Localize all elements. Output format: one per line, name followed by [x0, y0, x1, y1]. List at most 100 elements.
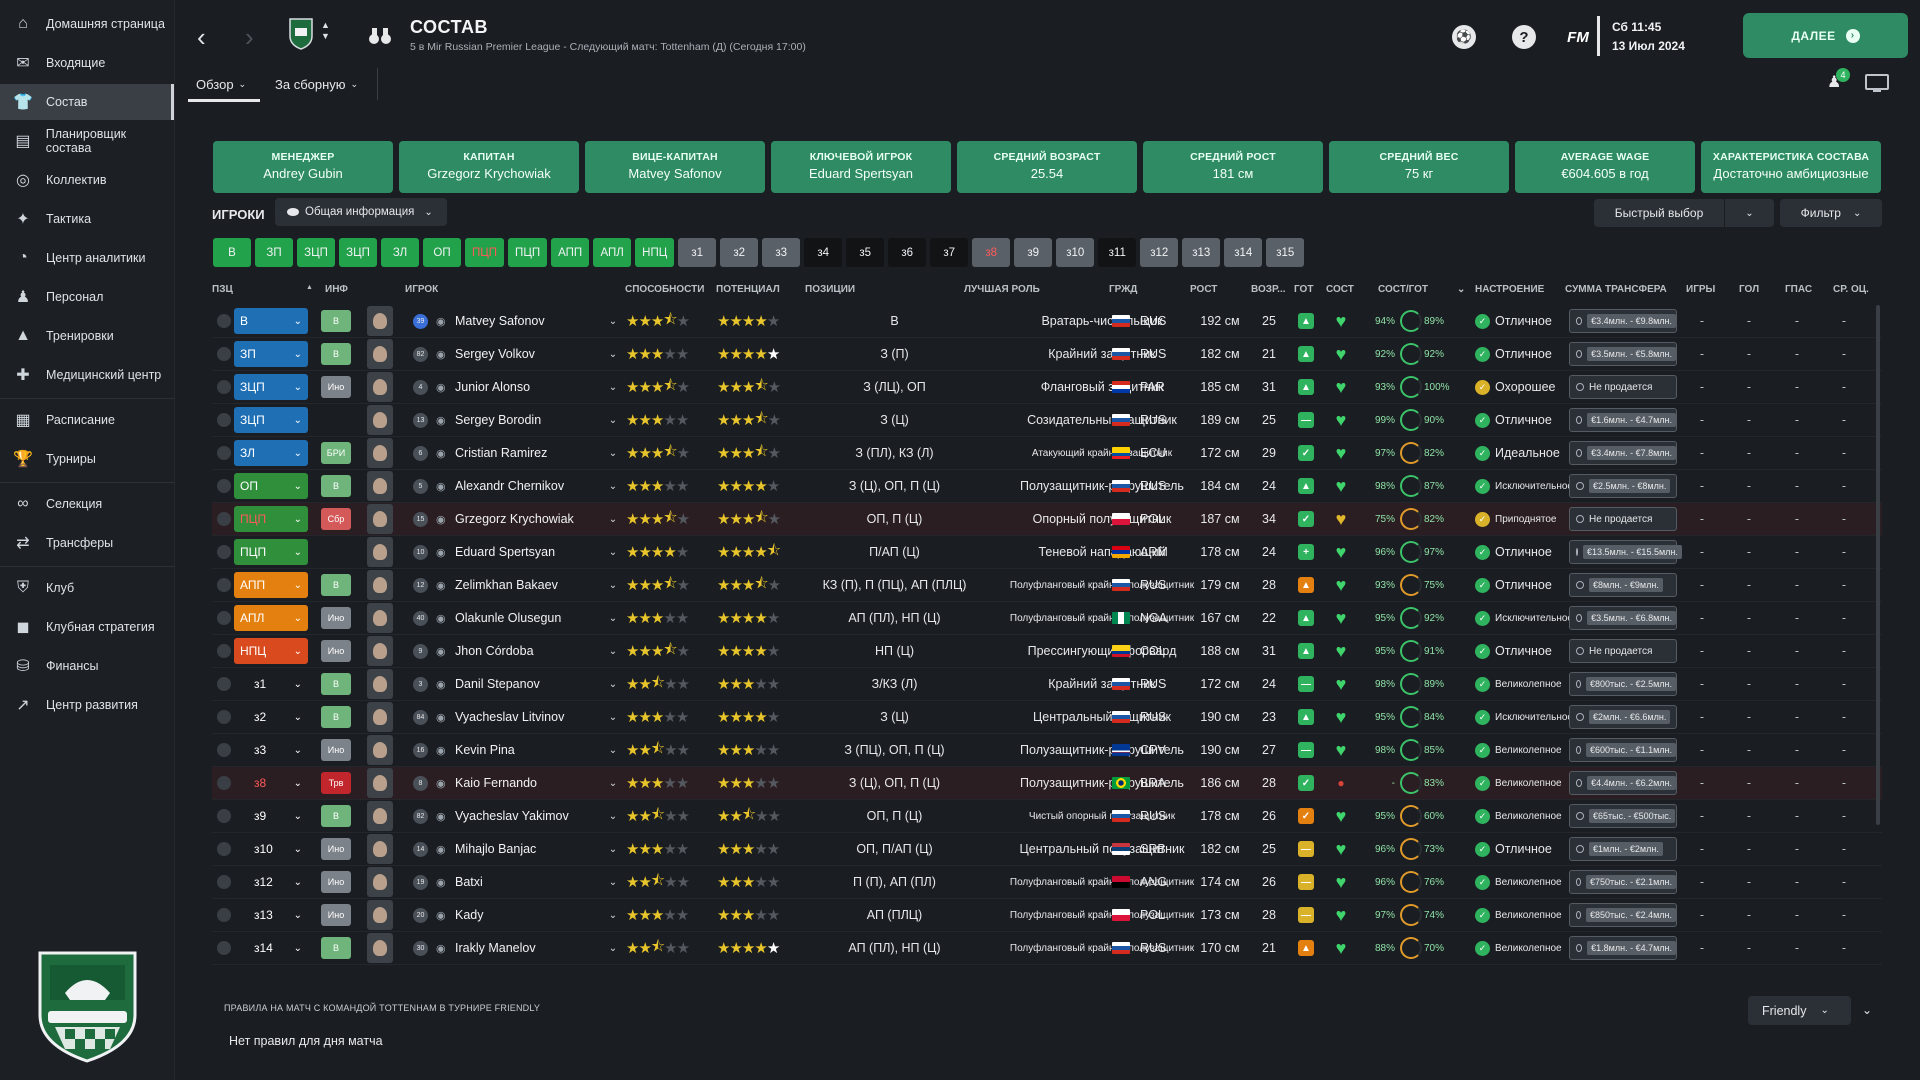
table-row[interactable]: з8 ⌄ Трв 8 ◉ Kaio Fernando ⌄ ★ ★ ★ ★ ★ ★ ★ ★ ★ ★ З (Ц), О…	[212, 767, 1882, 800]
sidebar-item[interactable]: ↗ Центр развития	[0, 687, 174, 723]
player-name[interactable]: Junior Alonso	[455, 380, 531, 394]
table-row[interactable]: з10 ⌄ Ино 14 ◉ Mihajlo Banjac ⌄ ★ ★ ★ ★ ★ ★ ★ ★ ★ ★ ОП, П…	[212, 833, 1882, 866]
summary-card[interactable]: AVERAGE WAGE €604.605 в год	[1515, 141, 1695, 193]
sidebar-item[interactable]: ⛁ Финансы	[0, 648, 174, 684]
fm-logo[interactable]: FM	[1567, 28, 1589, 46]
position-select[interactable]: ЗЦП ⌄	[234, 407, 308, 433]
chevron-down-icon[interactable]: ⌄	[608, 876, 618, 888]
table-row[interactable]: НПЦ ⌄ Ино 9 ◉ Jhon Córdoba ⌄ ★ ★ ★ ⯪ ★ ★ ★ ★ ★ ★ НП (Ц) Пр…	[212, 635, 1882, 668]
player-name[interactable]: Kevin Pina	[455, 743, 515, 757]
player-name[interactable]: Grzegorz Krychowiak	[455, 512, 574, 526]
continue-button[interactable]: ДАЛЕЕ ›	[1743, 13, 1908, 58]
sidebar-item[interactable]: ◼ Клубная стратегия	[0, 609, 174, 645]
position-chip[interactable]: з11	[1098, 238, 1137, 267]
chevron-down-icon[interactable]: ⌄	[608, 546, 618, 558]
chevron-down-icon[interactable]: ⌄	[608, 678, 618, 690]
column-header[interactable]: ГОЛ	[1739, 284, 1760, 295]
position-select[interactable]: з10 ⌄	[234, 836, 308, 862]
summary-card[interactable]: КЛЮЧЕВОЙ ИГРОК Eduard Spertsyan	[771, 141, 951, 193]
sidebar-item[interactable]: ✚ Медицинский центр	[0, 357, 174, 393]
transfer-value[interactable]: €3.5млн. - €5.8млн.	[1569, 342, 1677, 366]
chevron-down-icon[interactable]: ⌄	[608, 612, 618, 624]
player-name[interactable]: Jhon Córdoba	[455, 644, 534, 658]
select-checkbox[interactable]	[215, 305, 233, 337]
sidebar-item[interactable]: ⇄ Трансферы	[0, 525, 174, 561]
select-checkbox[interactable]	[215, 668, 233, 700]
table-row[interactable]: ПЦП ⌄ 10 ◉ Eduard Spertsyan ⌄ ★ ★ ★ ★ ★ ★ ★ ★ ★ ⯪ П/АП (…	[212, 536, 1882, 569]
column-header[interactable]: ИНФ	[325, 284, 348, 295]
chevron-down-icon[interactable]: ⌄	[608, 909, 618, 921]
table-row[interactable]: з14 ⌄ В 30 ◉ Irakly Manelov ⌄ ★ ★ ⯪ ★ ★ ★ ★ ★ ★ ★ АП (ПЛ)…	[212, 932, 1882, 965]
select-checkbox[interactable]	[215, 371, 233, 403]
summary-card[interactable]: СРЕДНИЙ ВОЗРАСТ 25.54	[957, 141, 1137, 193]
table-row[interactable]: В ⌄ В 39 ◉ Matvey Safonov ⌄ ★ ★ ★ ⯪ ★ ★ ★ ★ ★ ★ В Вратарь-…	[212, 305, 1882, 338]
competition-select[interactable]: Friendly ⌄	[1748, 996, 1851, 1025]
quick-select[interactable]: Быстрый выбор ⌄	[1594, 199, 1774, 227]
player-name[interactable]: Olakunle Olusegun	[455, 611, 562, 625]
position-chip[interactable]: з15	[1266, 238, 1305, 267]
position-chip[interactable]: з6	[888, 238, 927, 267]
monitor-icon[interactable]	[1865, 74, 1889, 94]
column-header[interactable]: ПЗЦ	[212, 284, 233, 295]
sidebar-item[interactable]: ▦ Расписание	[0, 402, 174, 438]
select-checkbox[interactable]	[215, 866, 233, 898]
collapse-chevron-icon[interactable]: ⌄	[1862, 1003, 1873, 1017]
position-select[interactable]: ЗП ⌄	[234, 341, 308, 367]
chevron-down-icon[interactable]: ⌄	[608, 810, 618, 822]
player-name[interactable]: Matvey Safonov	[455, 314, 545, 328]
sidebar-item[interactable]: ▲ Тренировки	[0, 318, 174, 354]
position-select[interactable]: ЗЦП ⌄	[234, 374, 308, 400]
chevron-down-icon[interactable]: ⌄	[608, 777, 618, 789]
position-chip[interactable]: з12	[1140, 238, 1179, 267]
select-checkbox[interactable]	[215, 404, 233, 436]
sidebar-item[interactable]: ✦ Тактика	[0, 201, 174, 237]
select-checkbox[interactable]	[215, 569, 233, 601]
chevron-down-icon[interactable]: ⌄	[608, 414, 618, 426]
column-header[interactable]: ВОЗР...	[1251, 284, 1286, 295]
transfer-value[interactable]: €13.5млн. - €15.5млн.	[1569, 540, 1682, 564]
column-header[interactable]: ИГРОК	[405, 284, 439, 295]
view-select[interactable]: Общая информация ⌄	[275, 198, 447, 226]
chevron-down-icon[interactable]: ⌄	[608, 480, 618, 492]
table-row[interactable]: ЗЦП ⌄ Ино 4 ◉ Junior Alonso ⌄ ★ ★ ★ ⯪ ★ ★ ★ ★ ⯪ ★ З (ЛЦ),…	[212, 371, 1882, 404]
player-name[interactable]: Alexandr Chernikov	[455, 479, 565, 493]
transfer-value[interactable]: €65тыс. - €500тыс.	[1569, 804, 1677, 828]
position-select[interactable]: АПП ⌄	[234, 572, 308, 598]
position-select[interactable]: ПЦП ⌄	[234, 539, 308, 565]
sidebar-item[interactable]: ⛨ Клуб	[0, 570, 174, 606]
forward-arrow-icon[interactable]: ›	[245, 22, 254, 52]
position-chip[interactable]: АПП	[551, 238, 590, 267]
select-checkbox[interactable]	[215, 602, 233, 634]
back-arrow-icon[interactable]: ‹	[197, 22, 206, 52]
select-checkbox[interactable]	[215, 932, 233, 964]
table-row[interactable]: з1 ⌄ В 3 ◉ Danil Stepanov ⌄ ★ ★ ⯪ ★ ★ ★ ★ ★ ★ ★ З/КЗ (Л) К…	[212, 668, 1882, 701]
chevron-down-icon[interactable]: ⌄	[608, 513, 618, 525]
chevron-down-icon[interactable]: ⌄	[608, 348, 618, 360]
table-row[interactable]: ОП ⌄ В 5 ◉ Alexandr Chernikov ⌄ ★ ★ ★ ★ ★ ★ ★ ★ ★ ★ З (Ц)…	[212, 470, 1882, 503]
chevron-down-icon[interactable]: ⌄	[608, 381, 618, 393]
position-chip[interactable]: ЗП	[255, 238, 293, 267]
chevron-down-icon[interactable]: ⌄	[608, 579, 618, 591]
select-checkbox[interactable]	[215, 899, 233, 931]
position-select[interactable]: з12 ⌄	[234, 869, 308, 895]
position-chip[interactable]: ЗЦП	[297, 238, 335, 267]
transfer-value[interactable]: Не продается	[1569, 507, 1677, 531]
position-select[interactable]: НПЦ ⌄	[234, 638, 308, 664]
position-chip[interactable]: з9	[1014, 238, 1053, 267]
select-checkbox[interactable]	[215, 437, 233, 469]
summary-card[interactable]: МЕНЕДЖЕР Andrey Gubin	[213, 141, 393, 193]
player-name[interactable]: Eduard Spertsyan	[455, 545, 556, 559]
transfer-value[interactable]: €1млн. - €2млн.	[1569, 837, 1677, 861]
transfer-value[interactable]: €3.4млн. - €7.8млн.	[1569, 441, 1677, 465]
transfer-value[interactable]: €800тыс. - €2.5млн.	[1569, 672, 1677, 696]
summary-card[interactable]: СРЕДНИЙ РОСТ 181 см	[1143, 141, 1323, 193]
tab-national[interactable]: За сборную ⌄	[275, 77, 358, 92]
transfer-value[interactable]: €8млн. - €9млн.	[1569, 573, 1677, 597]
position-chip[interactable]: ПЦП	[465, 238, 505, 267]
sort-arrow-icon[interactable]: ▲	[306, 284, 313, 291]
transfer-value[interactable]: €3.5млн. - €6.8млн.	[1569, 606, 1677, 630]
position-chip[interactable]: ЗЦП	[339, 238, 377, 267]
table-row[interactable]: з13 ⌄ Ино 20 ◉ Kady ⌄ ★ ★ ★ ★ ★ ★ ★ ★ ★ ★ АП (ПЛЦ) Полуфла…	[212, 899, 1882, 932]
position-select[interactable]: з8 ⌄	[234, 770, 308, 796]
position-chip[interactable]: з3	[762, 238, 801, 267]
